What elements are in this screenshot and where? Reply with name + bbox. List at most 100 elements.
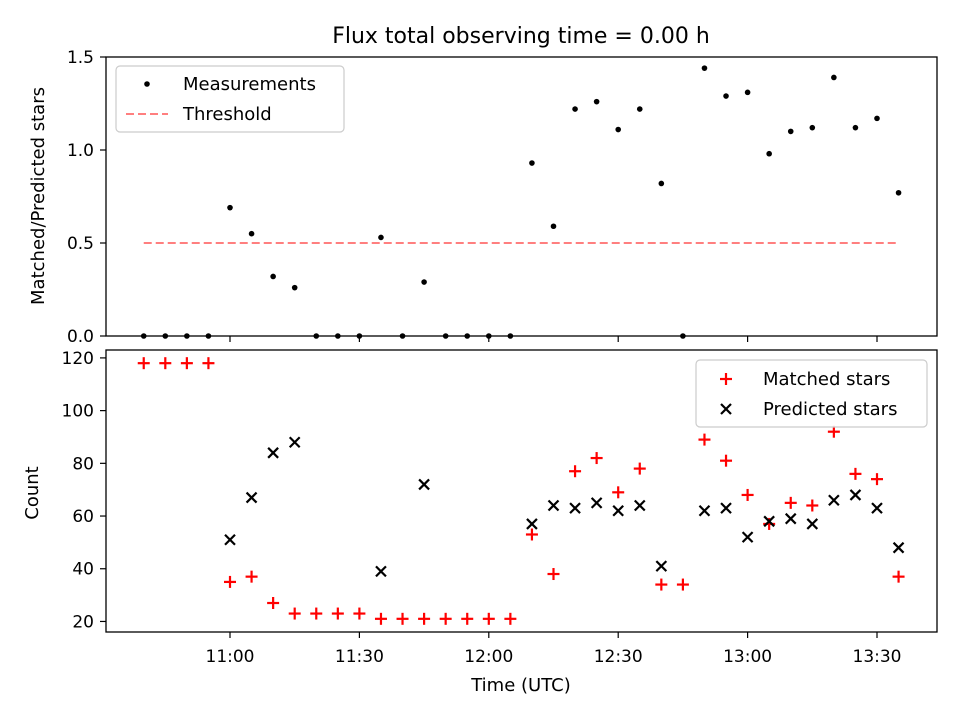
count-panel: 20 40 60 80 100 120 11:00 11:30 12:00 12:30 13:00 1…: [22, 349, 938, 696]
measurement-point: [787, 128, 794, 135]
legend-measurements-marker: [144, 81, 150, 87]
matched-star-point: [871, 473, 883, 486]
matched-star-point: [655, 578, 668, 591]
measurement-point: [550, 223, 557, 230]
matched-star-point: [245, 570, 258, 583]
count-y-tick-label: 40: [72, 560, 94, 580]
matched-star-point: [698, 433, 711, 446]
predicted-star-point: [849, 489, 862, 501]
legend-threshold-label: Threshold: [182, 104, 272, 125]
measurement-point: [701, 65, 708, 71]
ratio-y-tick-label: 0.0: [67, 327, 94, 347]
matched-star-point: [741, 488, 754, 501]
count-y-tick-label: 60: [72, 507, 94, 527]
measurement-point: [636, 106, 643, 112]
ratio-legend-box: [115, 65, 345, 133]
measurement-point: [874, 115, 880, 122]
matched-star-point: [137, 357, 150, 370]
ratio-y-axis-label: Matched/Predicted stars: [28, 87, 49, 305]
matched-star-point: [310, 607, 323, 620]
predicted-star-point: [612, 504, 624, 517]
count-legend-box: [695, 359, 928, 428]
count-y-tick-label: 100: [62, 402, 94, 422]
predicted-star-point: [806, 518, 819, 530]
predicted-star-point: [720, 502, 732, 514]
count-x-tick-label: 11:00: [206, 647, 255, 667]
measurement-point: [270, 273, 276, 280]
matched-star-point: [461, 612, 474, 625]
matched-star-point: [633, 462, 646, 475]
count-x-tick-label: 12:00: [464, 647, 513, 667]
predicted-star-point: [245, 491, 258, 504]
measurement-point: [615, 126, 621, 133]
predicted-star-point: [871, 502, 883, 514]
predicted-star-point: [741, 531, 754, 543]
matched-star-point: [331, 607, 344, 620]
legend-matched-marker: [720, 373, 732, 385]
chart-title: Flux total observing time = 0.00 h: [332, 24, 710, 49]
predicted-star-point: [288, 436, 301, 449]
count-x-tick-label: 13:00: [723, 647, 772, 667]
measurement-point: [291, 284, 298, 291]
ratio-axes-frame: [105, 56, 938, 337]
matched-star-point: [806, 499, 819, 512]
measurement-point: [378, 234, 384, 241]
legend-measurements-label: Measurements: [183, 74, 316, 95]
ratio-y-tick-label: 1.0: [67, 141, 94, 161]
measurement-point: [895, 189, 902, 196]
matched-star-point: [353, 607, 366, 620]
measurement-point: [572, 106, 578, 112]
matched-star-point: [439, 612, 452, 625]
predicted-star-point: [547, 499, 560, 512]
legend-matched-label: Matched stars: [763, 369, 890, 390]
matched-star-point: [418, 612, 431, 625]
predicted-star-point: [655, 560, 668, 572]
count-y-tick-label: 20: [72, 612, 94, 632]
matched-star-point: [892, 570, 905, 583]
matched-star-point: [504, 612, 517, 625]
measurement-point: [809, 124, 816, 131]
predicted-star-point: [375, 565, 387, 578]
matched-star-point: [849, 467, 862, 480]
ratio-y-tick-label: 1.5: [67, 48, 94, 68]
matched-star-point: [547, 568, 560, 581]
measurement-point: [831, 74, 837, 81]
matched-star-point: [827, 425, 840, 438]
measurement-point: [593, 98, 600, 105]
predicted-star-point: [418, 478, 430, 491]
matched-star-point: [676, 578, 689, 591]
measurement-point: [248, 230, 255, 237]
matched-star-point: [267, 597, 280, 610]
legend-predicted-marker: [720, 403, 732, 415]
ratio-y-tick-label: 0.5: [67, 234, 94, 254]
count-x-tick-label: 12:30: [594, 647, 643, 667]
measurement-point: [421, 279, 427, 285]
predicted-star-point: [892, 541, 905, 554]
measurement-point: [658, 180, 665, 187]
count-x-tick-label: 11:30: [335, 647, 384, 667]
matched-star-point: [396, 612, 409, 625]
predicted-star-point: [633, 499, 646, 512]
count-y-axis-label: Count: [22, 466, 43, 519]
matched-star-point: [159, 357, 172, 370]
predicted-star-point: [267, 447, 279, 459]
measurement-point: [529, 160, 535, 166]
predicted-star-point: [526, 518, 538, 530]
ratio-panel: 0.0 0.5 1.0 1.5 Matched/Predicted stars Mea…: [28, 48, 938, 347]
matched-star-point: [525, 528, 538, 541]
predicted-star-point: [224, 533, 236, 546]
matched-star-point: [590, 452, 603, 465]
count-y-tick-label: 120: [62, 349, 94, 369]
measurement-point: [723, 93, 729, 99]
matched-star-point: [569, 465, 582, 478]
matched-star-point: [763, 517, 776, 530]
matched-star-point: [180, 357, 193, 370]
measurement-point: [227, 204, 233, 211]
count-legend: Matched stars Predicted stars: [695, 359, 928, 428]
measurement-point: [852, 124, 859, 131]
matched-star-point: [374, 612, 387, 625]
matched-star-point: [224, 575, 236, 588]
predicted-star-point: [569, 502, 581, 514]
predicted-star-point: [590, 497, 603, 509]
